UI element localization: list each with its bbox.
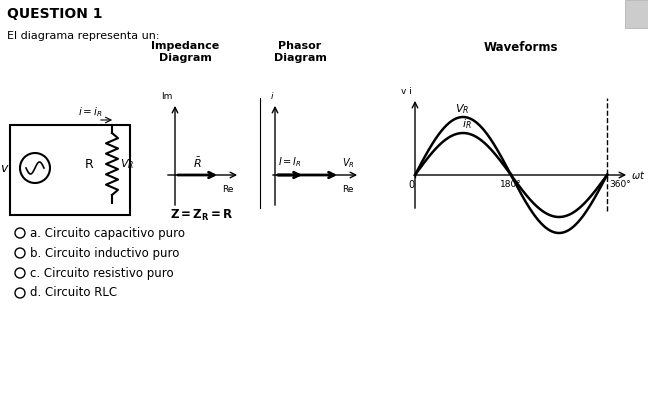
Text: $i_R$: $i_R$	[461, 117, 471, 131]
Text: Im: Im	[161, 92, 173, 101]
Text: 360°: 360°	[609, 180, 631, 189]
Text: b. Circuito inductivo puro: b. Circuito inductivo puro	[30, 247, 179, 260]
Text: d. Circuito RLC: d. Circuito RLC	[30, 287, 117, 299]
Text: 180°: 180°	[500, 180, 522, 189]
Text: Re: Re	[342, 185, 354, 194]
Text: v: v	[0, 162, 7, 174]
Text: $V_R$: $V_R$	[342, 156, 354, 170]
Text: $\bar{R}$: $\bar{R}$	[193, 156, 202, 170]
Text: $I = I_R$: $I = I_R$	[278, 155, 302, 169]
Bar	[625, 0, 648, 28]
Text: $V_R$: $V_R$	[120, 157, 134, 171]
Text: 0: 0	[408, 180, 414, 190]
Text: QUESTION 1: QUESTION 1	[7, 7, 102, 21]
Text: $i = i_R$: $i = i_R$	[78, 105, 103, 119]
Bar	[10, 125, 130, 215]
Text: $\mathbf{Z = Z_R = R}$: $\mathbf{Z = Z_R = R}$	[170, 208, 233, 223]
Text: R: R	[86, 158, 94, 170]
Text: v i: v i	[401, 87, 412, 96]
Text: Re: Re	[222, 185, 234, 194]
Text: Phasor
Diagram: Phasor Diagram	[273, 41, 327, 63]
Text: $\omega t$: $\omega t$	[631, 169, 645, 181]
Text: i: i	[270, 92, 273, 101]
Text: El diagrama representa un:: El diagrama representa un:	[7, 31, 159, 41]
Text: Impedance
Diagram: Impedance Diagram	[151, 41, 219, 63]
Text: Waveforms: Waveforms	[484, 41, 558, 54]
Text: a. Circuito capacitivo puro: a. Circuito capacitivo puro	[30, 226, 185, 239]
Text: $V_R$: $V_R$	[455, 102, 469, 116]
Text: c. Circuito resistivo puro: c. Circuito resistivo puro	[30, 266, 174, 280]
